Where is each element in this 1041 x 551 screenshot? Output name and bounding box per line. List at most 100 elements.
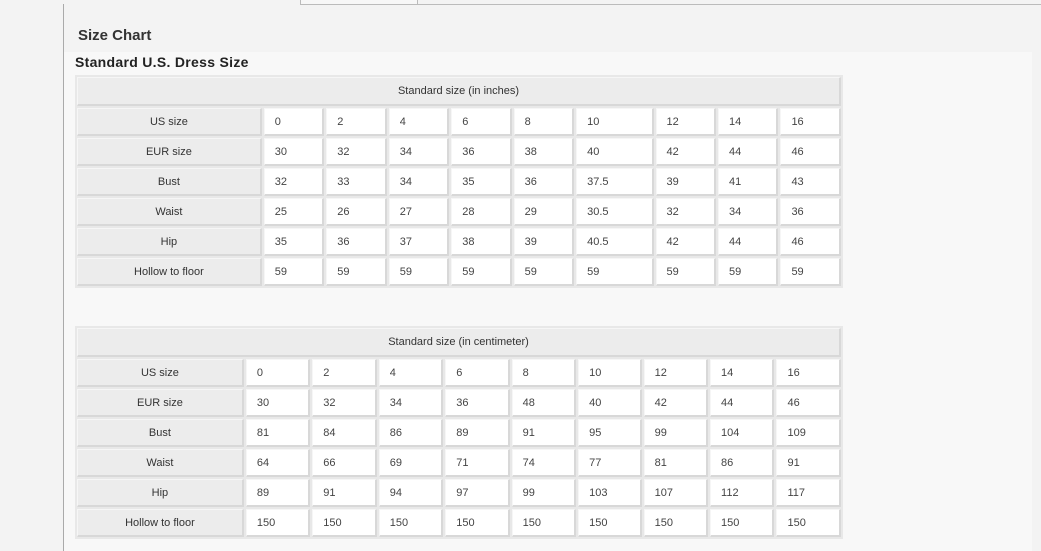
table-cell: 43 bbox=[780, 168, 841, 196]
table-cell: 59 bbox=[263, 258, 325, 286]
table-cell: 34 bbox=[378, 389, 444, 417]
divider bbox=[63, 4, 64, 551]
table-cell: 71 bbox=[445, 449, 510, 477]
table-row: Waist 25 26 27 28 29 30.5 32 34 36 bbox=[77, 198, 841, 226]
table-row: Hollow to floor 59 59 59 59 59 59 59 59 59 bbox=[77, 258, 841, 286]
table-cell: 10 bbox=[576, 108, 654, 136]
table-row: US size 0 2 4 6 8 10 12 14 16 bbox=[77, 359, 841, 387]
row-label: EUR size bbox=[77, 389, 244, 417]
table-cell: 150 bbox=[710, 509, 775, 537]
table-row: Hollow to floor 150 150 150 150 150 150 150 150 1… bbox=[77, 509, 841, 537]
table-cell: 8 bbox=[511, 359, 577, 387]
table-cell: 46 bbox=[780, 138, 841, 166]
table-cell: 59 bbox=[513, 258, 575, 286]
row-label: Waist bbox=[77, 449, 244, 477]
table-cell: 150 bbox=[643, 509, 709, 537]
table-cell: 41 bbox=[717, 168, 779, 196]
table-cell: 36 bbox=[326, 228, 387, 256]
table-cell: 59 bbox=[655, 258, 716, 286]
table-cell: 91 bbox=[312, 479, 377, 507]
table-cell: 150 bbox=[578, 509, 642, 537]
table-cell: 107 bbox=[643, 479, 709, 507]
row-label: Waist bbox=[77, 198, 262, 226]
table-cell: 0 bbox=[263, 108, 325, 136]
table-cell: 33 bbox=[326, 168, 387, 196]
row-label: Hollow to floor bbox=[77, 258, 262, 286]
table-cell: 46 bbox=[776, 389, 841, 417]
row-label: EUR size bbox=[77, 138, 262, 166]
table-cell: 44 bbox=[710, 389, 775, 417]
table-cell: 37 bbox=[388, 228, 450, 256]
table-cell: 36 bbox=[451, 138, 512, 166]
table-cell: 48 bbox=[511, 389, 577, 417]
table-cell: 28 bbox=[451, 198, 512, 226]
table-cell: 59 bbox=[717, 258, 779, 286]
table-cell: 59 bbox=[326, 258, 387, 286]
table-cell: 150 bbox=[445, 509, 510, 537]
table-cell: 86 bbox=[710, 449, 775, 477]
table-cell: 6 bbox=[451, 108, 512, 136]
table-cell: 95 bbox=[578, 419, 642, 447]
table-cell: 36 bbox=[780, 198, 841, 226]
table-cell: 91 bbox=[511, 419, 577, 447]
table-cell: 59 bbox=[576, 258, 654, 286]
table-row: Bust 81 84 86 89 91 95 99 104 109 bbox=[77, 419, 841, 447]
page-title: Size Chart bbox=[78, 27, 152, 44]
top-tab[interactable] bbox=[300, 0, 418, 5]
table-cell: 2 bbox=[312, 359, 377, 387]
table-cell: 91 bbox=[776, 449, 841, 477]
table-cell: 16 bbox=[780, 108, 841, 136]
table-cell: 16 bbox=[776, 359, 841, 387]
table-cell: 4 bbox=[378, 359, 444, 387]
table-cell: 12 bbox=[643, 359, 709, 387]
table-cell: 64 bbox=[245, 449, 311, 477]
table-cell: 32 bbox=[263, 168, 325, 196]
table-cell: 30.5 bbox=[576, 198, 654, 226]
table-cell: 42 bbox=[655, 138, 716, 166]
inches-size-table: Standard size (in inches) US size 0 2 4 6 8 10 1… bbox=[75, 75, 843, 288]
row-label: Hollow to floor bbox=[77, 509, 244, 537]
table-cell: 99 bbox=[511, 479, 577, 507]
section-title: Standard U.S. Dress Size bbox=[75, 54, 249, 70]
table-row: US size 0 2 4 6 8 10 12 14 16 bbox=[77, 108, 841, 136]
table-cell: 10 bbox=[578, 359, 642, 387]
table-cell: 0 bbox=[245, 359, 311, 387]
table-row: Bust 32 33 34 35 36 37.5 39 41 43 bbox=[77, 168, 841, 196]
table-cell: 150 bbox=[312, 509, 377, 537]
table-cell: 32 bbox=[655, 198, 716, 226]
row-label: Bust bbox=[77, 419, 244, 447]
table-cell: 74 bbox=[511, 449, 577, 477]
table-cell: 44 bbox=[717, 138, 779, 166]
table-cell: 89 bbox=[445, 419, 510, 447]
table-cell: 59 bbox=[388, 258, 450, 286]
table-cell: 150 bbox=[378, 509, 444, 537]
table-cell: 4 bbox=[388, 108, 450, 136]
table-cell: 6 bbox=[445, 359, 510, 387]
table-cell: 36 bbox=[513, 168, 575, 196]
divider bbox=[416, 4, 1041, 5]
table-cell: 30 bbox=[245, 389, 311, 417]
table-cell: 29 bbox=[513, 198, 575, 226]
row-label: US size bbox=[77, 108, 262, 136]
table-cell: 36 bbox=[445, 389, 510, 417]
table-caption: Standard size (in inches) bbox=[77, 77, 841, 106]
table-cell: 117 bbox=[776, 479, 841, 507]
table-cell: 34 bbox=[717, 198, 779, 226]
table-row: Hip 35 36 37 38 39 40.5 42 44 46 bbox=[77, 228, 841, 256]
table-caption: Standard size (in centimeter) bbox=[77, 328, 841, 357]
table-cell: 81 bbox=[643, 449, 709, 477]
table-row: Waist 64 66 69 71 74 77 81 86 91 bbox=[77, 449, 841, 477]
table-cell: 34 bbox=[388, 168, 450, 196]
row-label: Bust bbox=[77, 168, 262, 196]
table-cell: 38 bbox=[451, 228, 512, 256]
table-cell: 40 bbox=[576, 138, 654, 166]
table-row: Hip 89 91 94 97 99 103 107 112 117 bbox=[77, 479, 841, 507]
table-cell: 59 bbox=[451, 258, 512, 286]
table-cell: 99 bbox=[643, 419, 709, 447]
table-cell: 25 bbox=[263, 198, 325, 226]
table-cell: 34 bbox=[388, 138, 450, 166]
table-cell: 112 bbox=[710, 479, 775, 507]
table-cell: 14 bbox=[710, 359, 775, 387]
table-cell: 103 bbox=[578, 479, 642, 507]
table-cell: 69 bbox=[378, 449, 444, 477]
